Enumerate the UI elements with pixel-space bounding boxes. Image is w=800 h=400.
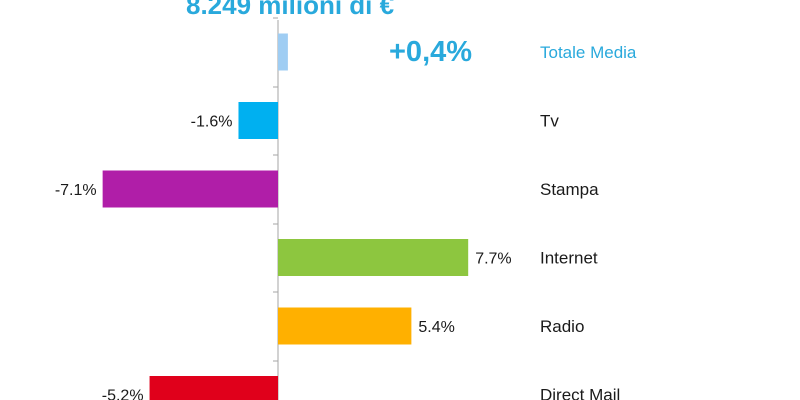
category-label: Tv [540, 112, 559, 131]
bar [102, 170, 278, 208]
data-label: 7.7% [475, 251, 511, 268]
bar [278, 239, 469, 276]
data-label: 5.4% [418, 319, 454, 336]
bar [278, 33, 288, 71]
category-label: Totale Media [540, 43, 637, 62]
category-label: Radio [540, 317, 584, 336]
chart-header-title: 8.249 milioni di € [186, 0, 395, 20]
data-label: -5.2% [102, 388, 144, 400]
bar [149, 376, 278, 400]
data-label: -7.1% [55, 182, 97, 199]
data-label: -1.6% [191, 114, 233, 131]
total-change-value: +0,4% [389, 36, 473, 68]
category-label: Stampa [540, 180, 599, 199]
bar [278, 307, 412, 345]
category-label: Direct Mail [540, 386, 620, 400]
bar [238, 102, 278, 139]
category-label: Internet [540, 249, 598, 268]
